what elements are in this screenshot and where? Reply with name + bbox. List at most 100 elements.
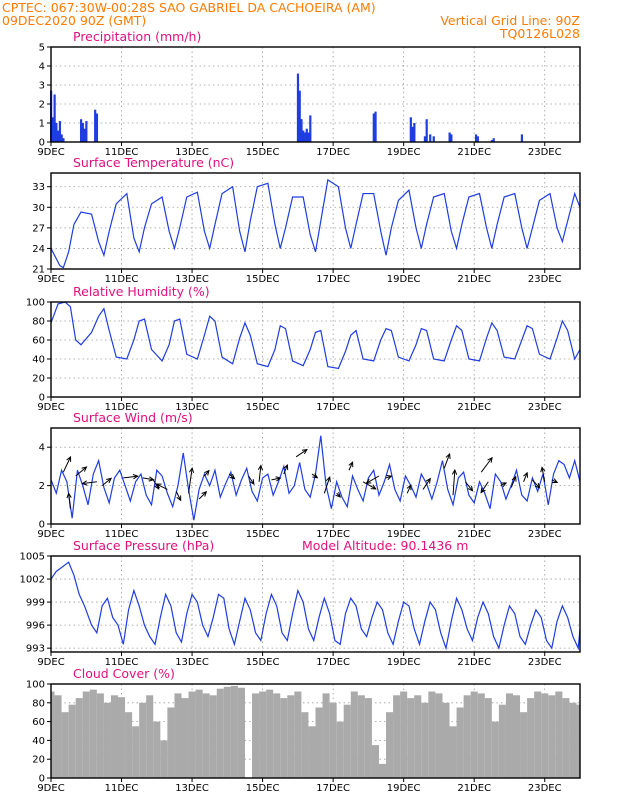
cloud-bar [132,726,140,778]
wind-arrow [155,483,168,490]
precip-bar [303,132,307,142]
cloud-bar [118,697,126,778]
wind-panel: 0 2 4 9DEC 11DEC 13DEC 15DEC 17DEC 19DEC 21DEC 23D… [37,410,581,540]
wind-arrow [480,481,489,494]
wind-title: Surface Wind (m/s) [73,410,193,425]
y-tick-label: 1005 [20,552,45,563]
x-tick-label: 9DEC [37,147,64,158]
temperature-title: Surface Temperature (nC) [73,155,234,170]
cloud-bar [329,702,337,778]
x-tick-label: 23DEC [528,274,562,285]
cloud-bar [188,691,196,778]
precip-bar [296,73,300,142]
wind-arrow [283,464,289,475]
precip-bar [85,121,88,142]
y-tick-label: 80 [32,317,45,328]
cloud-bar [562,698,570,778]
wind-arrow [204,469,210,477]
y-tick-label: 4 [39,62,45,73]
precip-bar [94,109,97,142]
model-id: TQ0126L028 [499,26,580,41]
x-tick-label: 23DEC [528,147,562,158]
x-tick-label: 21DEC [457,657,491,668]
wind-arrow [523,471,529,482]
y-tick-label: 0 [39,774,45,785]
precip-bar [60,134,63,142]
cloud-bar [252,693,260,778]
cloud-bar [357,695,365,778]
wind-arrow [66,492,72,509]
temperature-line [50,178,581,269]
cloud-bar [442,702,450,778]
x-tick-label: 23DEC [528,657,562,668]
precip-bar [411,126,414,142]
cloud-bar [400,691,408,778]
cloud-bar [103,702,111,778]
precip-bar [79,119,83,142]
precip-bar [57,130,60,142]
cloud-bar [449,726,457,778]
wind-arrow [311,473,319,479]
y-tick-label: 100 [26,680,45,691]
precip-bar [413,123,416,142]
wind-arrow [443,452,451,469]
pressure-panel: 993 996 999 1002 1005 9DEC 11DEC 13DEC 15DEC 17DE… [20,538,581,668]
precip-bar [474,134,478,142]
x-tick-label: 17DEC [316,274,350,285]
precip-bar [372,113,375,142]
y-tick-label: 999 [26,598,45,609]
wind-arrow [175,491,182,502]
x-tick-label: 15DEC [246,657,280,668]
cloud-bar [181,698,189,778]
y-tick-label: 3 [39,81,45,92]
cloud-cover-title: Cloud Cover (%) [73,666,175,681]
precip-bar [309,115,312,142]
wind-arrow [188,466,195,494]
precip-bar [450,134,453,142]
y-tick-label: 0 [39,393,45,404]
x-tick-label: 21DEC [457,402,491,413]
cloud-bar [463,695,471,778]
y-tick-label: 40 [32,355,45,366]
y-tick-label: 80 [32,698,45,709]
cloud-bar [470,691,478,778]
y-tick-label: 20 [32,755,45,766]
x-tick-label: 9DEC [37,402,64,413]
wind-arrow [451,468,458,496]
precip-bar [374,111,377,142]
x-tick-label: 9DEC [37,529,64,540]
wind-arrow [257,464,264,482]
precip-bar [58,121,62,142]
wind-arrow [152,479,160,490]
cloud-bar [294,691,302,778]
temperature-frame [50,172,581,270]
precip-bar [62,138,65,142]
x-tick-label: 15DEC [246,783,280,794]
x-tick-label: 11DEC [105,274,139,285]
precip-bar [55,123,58,142]
precip-bar [305,128,308,142]
cloud-bar [364,698,372,778]
cloud-bar [576,704,580,778]
x-tick-label: 11DEC [105,147,139,158]
model-altitude: Model Altitude: 90.1436 m [302,538,468,553]
cloud-bar [386,712,394,778]
cloud-bar [491,721,499,778]
wind-arrow [101,477,113,486]
x-tick-label: 23DEC [528,529,562,540]
y-tick-label: 60 [32,717,45,728]
x-tick-label: 21DEC [457,529,491,540]
x-tick-label: 15DEC [246,274,280,285]
cloud-bar [230,685,238,778]
cloud-bar [153,721,161,778]
wind-arrow [464,481,474,492]
y-tick-label: 24 [32,244,45,255]
cloud-bar [336,721,344,778]
x-tick-label: 13DEC [175,402,209,413]
cloud-cover-frame [50,683,581,779]
precip-bar [302,130,305,142]
cloud-cover-panel: 0 20 40 60 80 100 9DEC 11DEC 13DEC 15DEC 17DEC 19DE… [26,666,581,794]
cloud-bar [407,698,415,778]
y-tick-label: 60 [32,336,45,347]
precip-bar [490,140,494,142]
